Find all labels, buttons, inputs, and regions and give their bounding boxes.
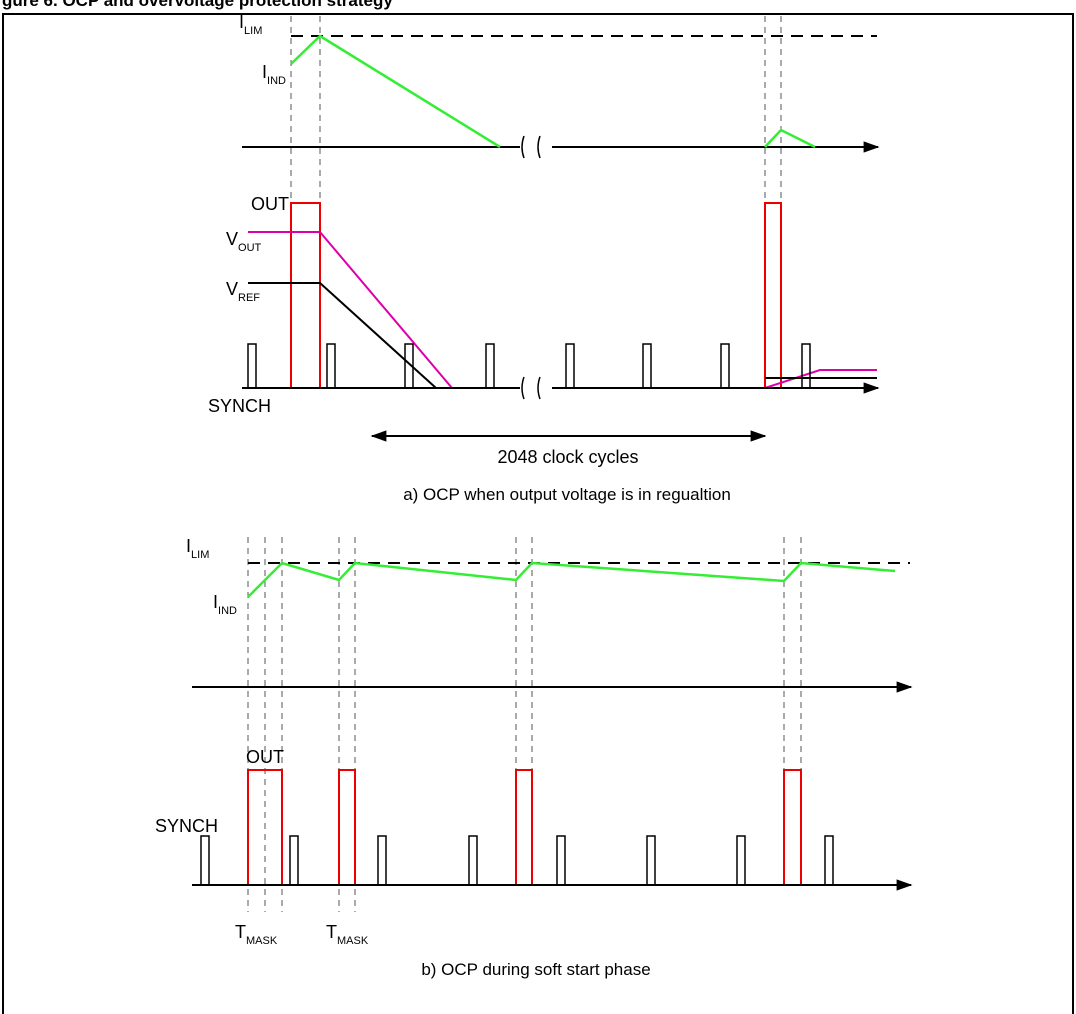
panel-b-out-pulses [247, 769, 802, 886]
panel-a-current-axis [242, 135, 880, 159]
panel-a-out-label: OUT [251, 194, 289, 214]
panel-a-iind-label: IIND [262, 62, 286, 87]
panel-b-tmask-label-1: TMASK [235, 922, 278, 947]
panel-b-synch-pulses [200, 835, 834, 885]
panel-a-vout-recovery [764, 369, 877, 389]
panel-a-caption: a) OCP when output voltage is in regualt… [403, 485, 731, 504]
panel-b: ILIM IIND OUT SYNCH TMASK TMASK b) OCP d… [155, 536, 913, 979]
panel-a-vout-label: VOUT [226, 229, 262, 254]
panel-a-vout-trace [248, 231, 453, 389]
panel-a-out-pulse-2 [764, 202, 782, 389]
panel-a-ilim-label: ILIM [239, 12, 262, 37]
panel-b-inductor-current [247, 561, 896, 598]
panel-a: 2048 clock cycles ILIM IIND OUT VOUT VRE… [208, 12, 880, 504]
panel-b-tmask-label-2: TMASK [326, 922, 369, 947]
panel-a-guides [290, 16, 782, 388]
panel-a-inductor-current [290, 34, 501, 149]
figure-title: gure 6. OCP and overvoltage protection s… [2, 0, 393, 10]
panel-b-iind-label: IIND [213, 592, 237, 617]
panel-a-inductor-current-restart [764, 128, 816, 149]
panel-a-synch-axis [242, 376, 880, 400]
panel-a-cycle-label: 2048 clock cycles [497, 447, 638, 467]
panel-a-vref-label: VREF [226, 279, 260, 304]
panel-b-ilim-label: ILIM [186, 536, 209, 561]
panel-a-synch-pulses [247, 343, 811, 388]
panel-a-synch-label: SYNCH [208, 396, 271, 416]
panel-b-caption: b) OCP during soft start phase [421, 960, 650, 979]
panel-a-vref-trace [248, 282, 437, 389]
panel-b-guides [247, 537, 802, 912]
panel-a-out-pulse-1 [290, 202, 321, 389]
panel-b-out-label: OUT [246, 747, 284, 767]
panel-b-synch-label: SYNCH [155, 816, 218, 836]
